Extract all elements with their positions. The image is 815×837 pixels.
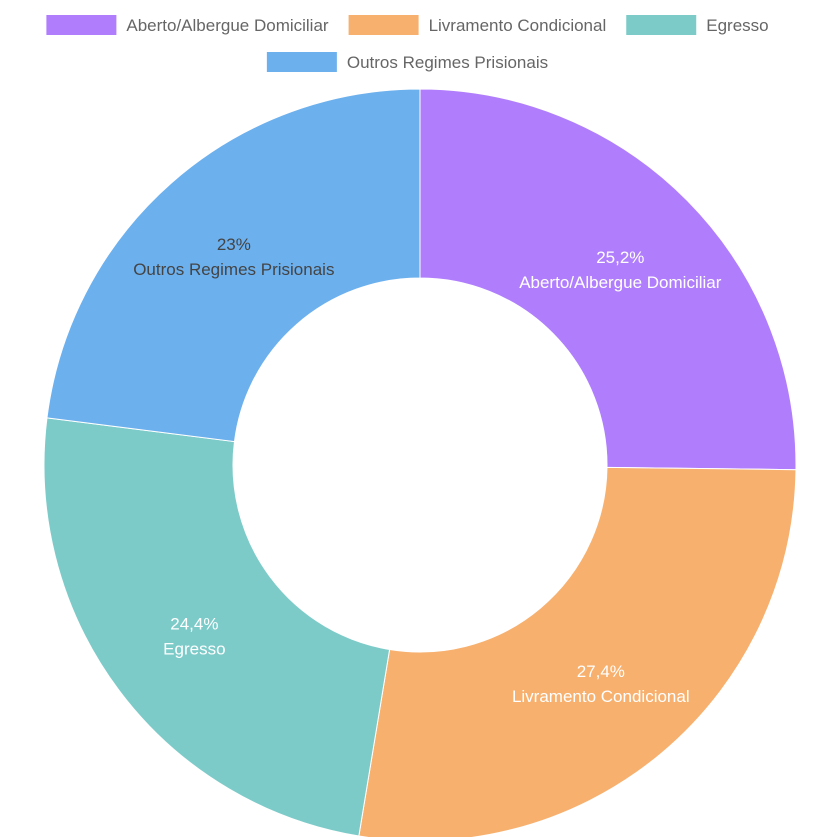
slice-percent: 23% <box>217 235 251 254</box>
legend-swatch <box>626 15 696 35</box>
legend-swatch <box>46 15 116 35</box>
slice-percent: 27,4% <box>577 662 625 681</box>
legend-item-egresso[interactable]: Egresso <box>626 15 768 35</box>
legend-label: Aberto/Albergue Domiciliar <box>126 16 329 35</box>
legend-item-livramento-condicional[interactable]: Livramento Condicional <box>349 15 607 35</box>
chart-legend: Aberto/Albergue Domiciliar Livramento Con… <box>46 15 768 72</box>
slice-percent: 24,4% <box>170 614 218 633</box>
legend-label: Outros Regimes Prisionais <box>347 53 548 72</box>
legend-swatch <box>267 52 337 72</box>
legend-swatch <box>349 15 419 35</box>
slice-category: Livramento Condicional <box>512 687 690 706</box>
legend-label: Livramento Condicional <box>429 16 607 35</box>
slice-category: Outros Regimes Prisionais <box>133 260 334 279</box>
doughnut-slices <box>44 89 796 837</box>
slice-livramento-condicional[interactable] <box>359 467 796 837</box>
legend-item-outros-regimes-prisionais[interactable]: Outros Regimes Prisionais <box>267 52 548 72</box>
slice-percent: 25,2% <box>596 248 644 267</box>
legend-label: Egresso <box>706 16 768 35</box>
slice-category: Egresso <box>163 639 225 658</box>
legend-item-aberto-albergue-domiciliar[interactable]: Aberto/Albergue Domiciliar <box>46 15 329 35</box>
slice-category: Aberto/Albergue Domiciliar <box>519 273 722 292</box>
